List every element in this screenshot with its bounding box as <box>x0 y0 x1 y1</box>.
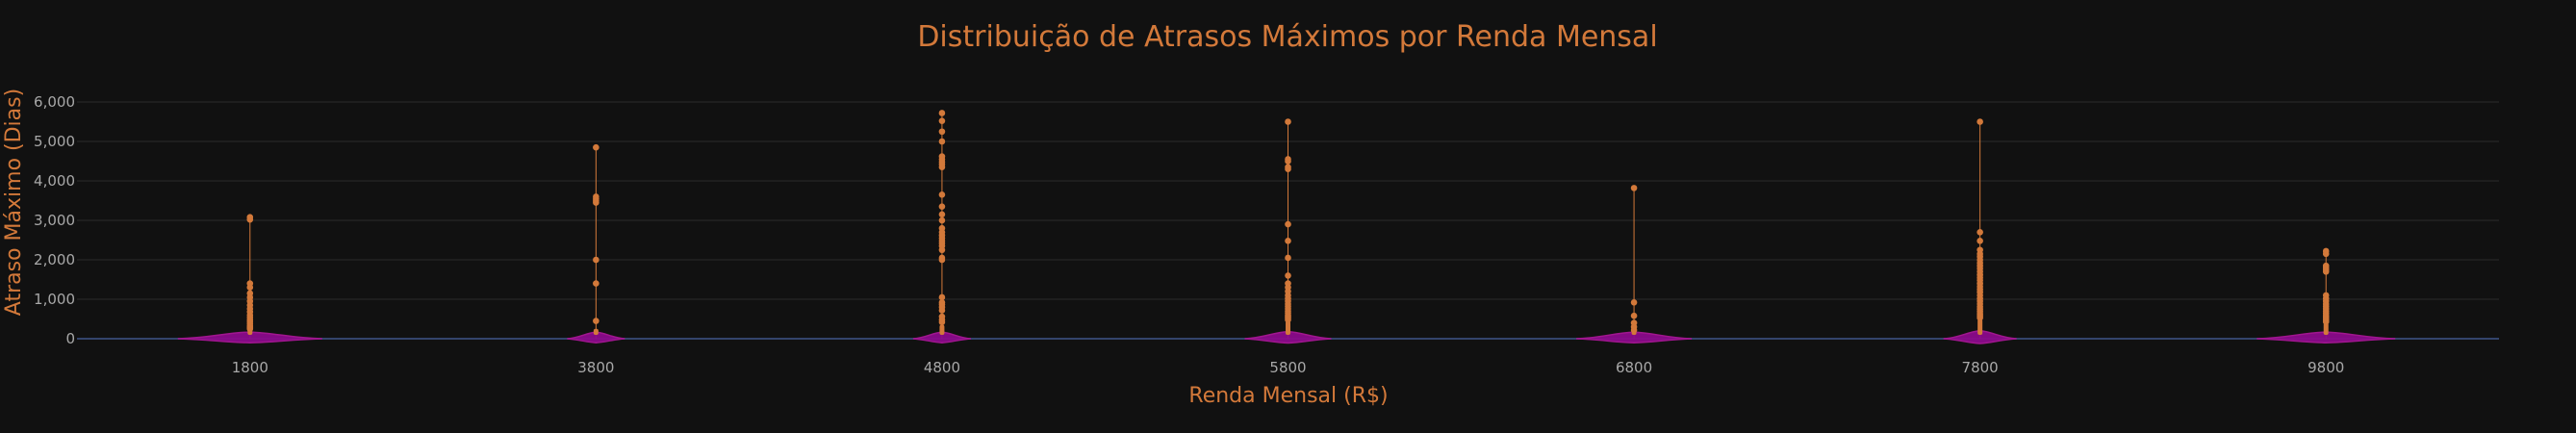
violin-group-3800 <box>567 143 625 344</box>
violin-body <box>1576 331 1693 344</box>
chart-title: Distribuição de Atrasos Máximos por Rend… <box>917 20 1657 54</box>
y-tick-label: 4,000 <box>34 172 75 190</box>
outlier-point <box>1630 185 1638 191</box>
x-axis-title: Renda Mensal (R$) <box>1188 384 1388 408</box>
x-tick-label: 9800 <box>2308 359 2344 376</box>
outlier-point <box>1630 326 1638 334</box>
violin-body <box>177 331 322 344</box>
outlier-point <box>1977 238 1983 244</box>
violin-body <box>1943 329 2017 344</box>
y-tick-label: 3,000 <box>34 212 75 229</box>
y-tick-label: 2,000 <box>34 251 75 268</box>
x-tick-label: 6800 <box>1616 359 1652 376</box>
dense-points <box>593 328 599 335</box>
outlier-point <box>938 256 946 264</box>
axis-layer: 0 1,000 2,000 3,000 4,000 5,000 6,000 1800 3800 4… <box>34 93 2344 376</box>
outlier-point <box>593 318 599 324</box>
outlier-point <box>1977 229 1983 236</box>
x-tick-label: 3800 <box>577 359 614 376</box>
violin-body <box>1244 330 1332 344</box>
outlier-point <box>938 117 946 124</box>
x-tick-label: 5800 <box>1269 359 1306 376</box>
outlier-point <box>938 293 946 301</box>
violin-group-7800 <box>1943 118 2017 344</box>
outlier-point <box>2322 250 2330 258</box>
outlier-point <box>1285 272 1291 279</box>
y-tick-label: 5,000 <box>34 133 75 150</box>
outlier-point <box>938 211 946 218</box>
outlier-point <box>938 110 946 116</box>
outlier-point <box>938 164 946 170</box>
outlier-point <box>1977 314 1983 321</box>
outlier-point <box>2322 268 2330 275</box>
outlier-point <box>1285 220 1291 228</box>
outlier-point <box>1977 118 1983 125</box>
outlier-point <box>938 307 946 314</box>
outlier-point <box>1285 254 1291 262</box>
dense-points <box>939 324 945 335</box>
outlier-point <box>1630 312 1638 319</box>
outlier-point <box>1285 317 1291 323</box>
dense-points <box>2323 322 2329 335</box>
outlier-point <box>938 318 946 326</box>
violin-group-4800 <box>912 110 971 344</box>
outlier-point <box>938 203 946 210</box>
outlier-point <box>938 246 946 254</box>
outlier-point <box>1285 118 1291 125</box>
violin-group-5800 <box>1244 118 1332 344</box>
outlier-point <box>246 216 254 223</box>
outlier-point <box>593 280 599 287</box>
outlier-point <box>938 216 946 224</box>
outlier-point <box>1285 238 1291 244</box>
dense-points <box>1977 318 1983 335</box>
outlier-point <box>246 325 254 333</box>
violin-body <box>567 331 625 344</box>
x-tick-label: 1800 <box>232 359 268 376</box>
violin-body <box>2257 331 2396 344</box>
violin-group-1800 <box>177 214 322 344</box>
outlier-point <box>938 128 946 136</box>
y-tick-label: 0 <box>65 330 75 347</box>
x-tick-label: 7800 <box>1962 359 1999 376</box>
violin-group-6800 <box>1576 185 1693 344</box>
y-tick-label: 6,000 <box>34 93 75 111</box>
outlier-point <box>593 256 599 264</box>
y-tick-label: 1,000 <box>34 291 75 308</box>
outlier-point <box>938 191 946 198</box>
x-tick-label: 4800 <box>924 359 960 376</box>
outlier-point <box>246 284 254 292</box>
dense-points <box>1286 320 1290 335</box>
outlier-point <box>1285 158 1291 165</box>
violin-body <box>912 331 971 344</box>
violin-layer <box>177 110 2396 344</box>
outlier-point <box>2322 318 2330 325</box>
y-axis-title: Atraso Máximo (Dias) <box>2 89 26 316</box>
outlier-point <box>1630 298 1638 306</box>
violin-group-9800 <box>2257 247 2396 344</box>
outlier-point <box>593 199 599 206</box>
outlier-point <box>1285 166 1291 172</box>
outlier-point <box>938 138 946 145</box>
outlier-point <box>593 143 599 151</box>
